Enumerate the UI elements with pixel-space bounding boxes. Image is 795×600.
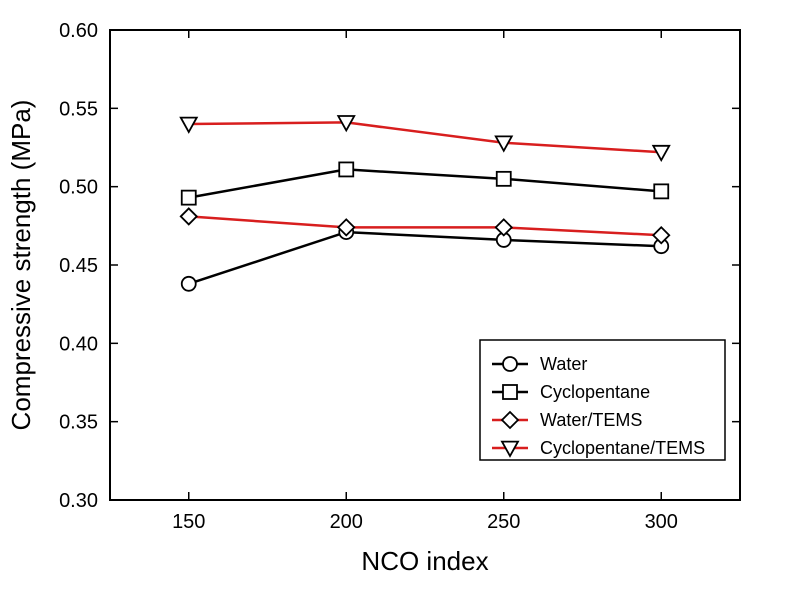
x-tick-label: 150	[172, 511, 205, 533]
series-line-cyclopentane_tems	[189, 122, 662, 152]
marker-diamond	[502, 412, 518, 428]
marker-circle	[182, 277, 196, 291]
series-line-water	[189, 232, 662, 284]
marker-diamond	[181, 208, 197, 224]
legend-label: Cyclopentane/TEMS	[540, 438, 705, 458]
series-cyclopentane	[182, 162, 669, 204]
legend-label: Water	[540, 354, 587, 374]
y-tick-label: 0.35	[59, 412, 98, 434]
plot-area	[110, 30, 740, 500]
series-water	[182, 225, 669, 291]
chart-container: 150 200 250 300 0.30 0.35 0.40 0.45 0.50 0.55 0.60…	[0, 0, 795, 600]
y-tick-label: 0.60	[59, 20, 98, 42]
x-tick-label: 200	[330, 511, 363, 533]
marker-square	[654, 184, 668, 198]
series-line-water_tems	[189, 216, 662, 235]
x-axis-label: NCO index	[361, 546, 488, 576]
chart-svg: 150 200 250 300 0.30 0.35 0.40 0.45 0.50 0.55 0.60…	[0, 0, 795, 600]
marker-square	[503, 385, 517, 399]
series-cyclopentane_tems	[181, 116, 670, 160]
series-line-cyclopentane	[189, 169, 662, 197]
marker-diamond	[496, 219, 512, 235]
series-water_tems	[181, 208, 670, 243]
legend: Water Cyclopentane Water/TEMS Cyclopentane/…	[480, 340, 725, 460]
y-axis-label: Compressive strength (MPa)	[6, 100, 36, 431]
x-tick-label: 250	[487, 511, 520, 533]
marker-square	[339, 162, 353, 176]
legend-label: Water/TEMS	[540, 410, 642, 430]
marker-circle	[503, 357, 517, 371]
y-tick-label: 0.40	[59, 333, 98, 355]
marker-square	[182, 191, 196, 205]
y-tick-label: 0.45	[59, 255, 98, 277]
y-tick-label: 0.50	[59, 177, 98, 199]
y-tick-label: 0.30	[59, 490, 98, 512]
legend-label: Cyclopentane	[540, 382, 650, 402]
x-tick-label: 300	[645, 511, 678, 533]
marker-square	[497, 172, 511, 186]
y-tick-label: 0.55	[59, 98, 98, 120]
